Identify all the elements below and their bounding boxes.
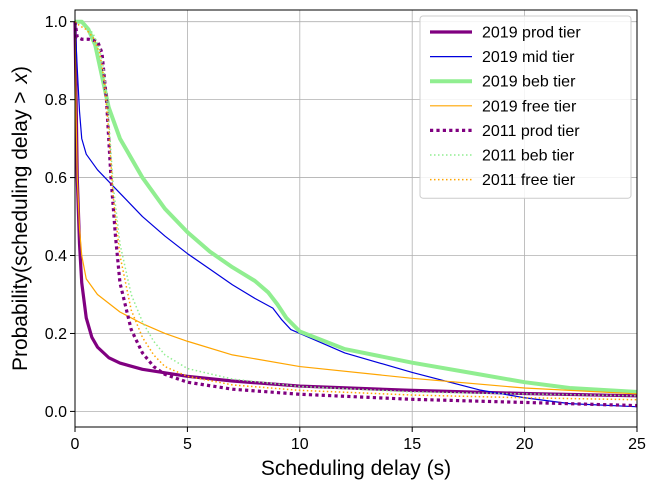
y-axis-label-variable: x: [9, 71, 32, 84]
series-line: [74, 21, 638, 408]
y-tick-label: 0.8: [45, 92, 67, 109]
y-axis-label-prefix: Probability(scheduling delay: [9, 104, 32, 371]
legend-label: 2011 beb tier: [482, 148, 575, 165]
y-tick-label: 0.6: [45, 170, 67, 187]
series-line: [73, 21, 638, 408]
y-tick-label: 0.2: [45, 326, 67, 343]
plot-frame: [74, 9, 638, 428]
legend-label: 2011 free tier: [482, 172, 576, 189]
legend-label: 2011 prod tier: [482, 123, 580, 140]
x-tick-label: 5: [183, 436, 192, 453]
axis-ticks: 0 5 10 15 20 25 0.0 0.2 0.4 0.6 0.8 1.0: [45, 14, 646, 453]
series-line: [74, 21, 638, 401]
y-axis-label-suffix: ): [9, 66, 32, 73]
y-tick-label: 1.0: [45, 14, 67, 31]
legend-label: 2019 prod tier: [482, 25, 581, 42]
x-tick-label: 10: [291, 436, 309, 453]
legend-box: [419, 15, 632, 199]
x-axis-label: Scheduling delay (s): [261, 457, 451, 480]
y-axis-label-operator: >: [9, 91, 32, 103]
x-tick-label: 0: [71, 436, 80, 453]
y-tick-label: 0.4: [45, 248, 67, 265]
plot-series: [73, 19, 638, 408]
x-tick-label: 25: [628, 436, 646, 453]
legend-label: 2019 mid tier: [482, 49, 575, 66]
series-line: [74, 21, 638, 395]
legend-label: 2019 free tier: [482, 98, 577, 115]
x-tick-label: 20: [516, 436, 534, 453]
y-tick-label: 0.0: [45, 404, 67, 421]
series-line: [75, 19, 638, 394]
legend: 2019 prod tier 2019 mid tier 2019 beb tier…: [419, 15, 632, 199]
y-axis-label: Probability(scheduling delay > x): [9, 66, 32, 371]
legend-label: 2019 beb tier: [482, 74, 576, 91]
x-tick-label: 15: [403, 436, 421, 453]
